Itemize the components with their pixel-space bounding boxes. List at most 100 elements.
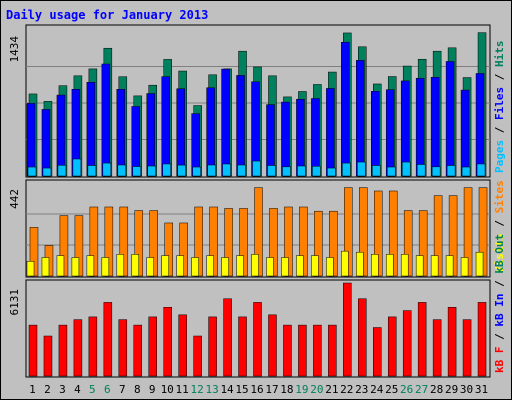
bar-visits-day-22	[341, 250, 349, 277]
bar-kbf-day-19	[298, 324, 307, 377]
day-label-2: 2	[44, 383, 51, 396]
day-label-11: 11	[176, 383, 189, 396]
bar-visits-day-1	[26, 261, 35, 277]
bar-visits-day-8	[131, 254, 140, 277]
bar-pages-day-14	[222, 163, 231, 177]
bar-files-day-3	[56, 94, 66, 177]
bar-visits-day-27	[415, 255, 424, 277]
bar-files-day-9	[146, 93, 155, 177]
bar-visits-day-21	[326, 257, 334, 277]
bar-pages-day-10	[162, 163, 171, 177]
legend-part: /	[493, 67, 506, 87]
max-value-label: 1434	[8, 36, 21, 63]
bar-files-day-1	[26, 103, 36, 177]
legend-part: /	[493, 213, 506, 233]
day-label-3: 3	[59, 383, 66, 396]
bar-kbf-day-18	[283, 324, 292, 377]
day-label-30: 30	[460, 383, 473, 396]
bar-pages-day-12	[192, 166, 201, 177]
bar-kbf-day-6	[103, 302, 113, 377]
bar-visits-day-25	[385, 254, 394, 277]
day-label-4: 4	[74, 383, 81, 396]
bar-visits-day-10	[161, 255, 169, 277]
bar-kbf-day-20	[313, 324, 322, 377]
bar-files-day-23	[356, 60, 365, 177]
bar-pages-day-16	[252, 160, 261, 177]
bar-pages-day-4	[72, 158, 82, 177]
day-label-13: 13	[205, 383, 218, 396]
series-legend-label: kB F / kB In / kB Out	[493, 234, 506, 373]
legend-part: kB F	[493, 347, 506, 374]
bar-files-day-26	[400, 80, 410, 177]
bar-pages-day-29	[446, 165, 456, 177]
bar-visits-day-14	[221, 257, 229, 277]
series-legend-label: Visits / Sites	[493, 180, 506, 273]
bar-files-day-28	[430, 76, 440, 177]
bar-kbf-day-1	[28, 324, 38, 377]
bar-pages-day-9	[147, 165, 156, 177]
bar-kbf-day-24	[373, 327, 382, 377]
legend-part: Visits	[493, 233, 506, 273]
bar-kbf-day-22	[343, 282, 352, 377]
visits-sites-panel: 442 Visits / Sites	[8, 179, 506, 278]
bar-kbf-day-9	[148, 316, 157, 377]
kbytes-panel: 6131 kB F / kB In / kB Out	[8, 234, 506, 378]
bar-visits-day-23	[356, 251, 364, 277]
day-label-21: 21	[325, 383, 338, 396]
day-label-25: 25	[385, 383, 398, 396]
bar-files-day-10	[161, 76, 170, 177]
bar-pages-day-20	[312, 166, 321, 177]
bar-files-day-21	[326, 88, 335, 177]
bar-kbf-day-29	[447, 307, 457, 377]
day-label-17: 17	[265, 383, 278, 396]
bar-files-day-11	[176, 88, 185, 177]
day-label-28: 28	[430, 383, 443, 396]
bar-visits-day-18	[281, 257, 289, 277]
bar-visits-day-28	[430, 255, 439, 277]
bar-files-day-12	[191, 113, 200, 177]
bar-kbf-day-2	[43, 335, 53, 377]
day-label-29: 29	[445, 383, 458, 396]
day-label-31: 31	[475, 383, 488, 396]
bar-kbf-day-16	[253, 302, 262, 377]
bar-kbf-day-13	[208, 316, 217, 377]
bar-visits-day-26	[400, 254, 409, 277]
chart-title: Daily usage for January 2013	[6, 8, 208, 22]
bar-visits-day-4	[71, 257, 80, 277]
max-value-label: 6131	[8, 289, 21, 316]
day-label-14: 14	[220, 383, 234, 396]
bar-files-day-13	[206, 87, 215, 177]
bar-visits-day-13	[206, 255, 214, 277]
bar-files-day-31	[475, 73, 485, 177]
bar-files-day-15	[236, 75, 245, 177]
legend-part: Pages	[493, 140, 506, 173]
bar-visits-day-24	[371, 254, 379, 277]
bar-kbf-day-12	[193, 335, 202, 377]
bar-pages-day-26	[401, 161, 411, 177]
bar-kbf-day-26	[402, 310, 412, 377]
bar-kbf-day-4	[73, 319, 83, 377]
bar-kbf-day-23	[358, 298, 367, 377]
bar-pages-day-28	[431, 166, 441, 177]
bar-visits-day-19	[296, 255, 304, 277]
bar-pages-day-19	[297, 165, 306, 177]
bar-pages-day-22	[342, 162, 351, 177]
day-label-6: 6	[104, 383, 111, 396]
day-label-9: 9	[149, 383, 156, 396]
bar-visits-day-6	[101, 257, 110, 277]
bar-kbf-day-5	[88, 316, 98, 377]
bar-pages-day-18	[282, 166, 291, 177]
bar-visits-day-30	[460, 257, 469, 277]
bar-visits-day-12	[191, 257, 199, 277]
day-label-26: 26	[400, 383, 413, 396]
bar-pages-day-21	[327, 167, 336, 177]
bar-visits-day-20	[311, 255, 319, 277]
bar-pages-day-5	[87, 165, 97, 177]
day-label-16: 16	[250, 383, 263, 396]
bar-visits-day-17	[266, 257, 274, 277]
bar-pages-day-11	[177, 164, 186, 177]
bar-kbf-day-7	[118, 319, 128, 377]
bar-files-day-20	[311, 98, 320, 177]
bar-pages-day-17	[267, 165, 276, 177]
max-value-label: 442	[8, 189, 21, 209]
